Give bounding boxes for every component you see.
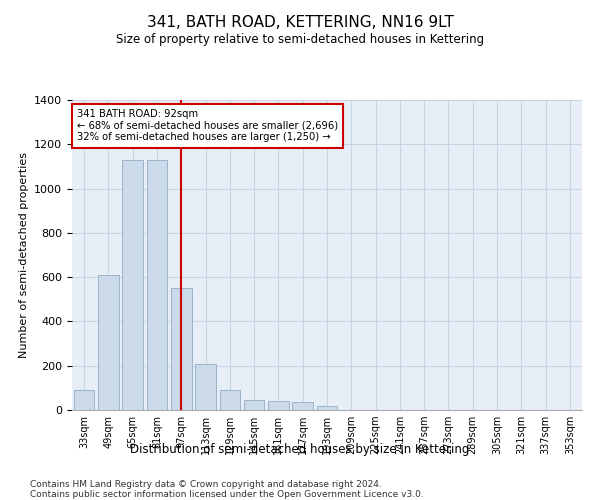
Y-axis label: Number of semi-detached properties: Number of semi-detached properties bbox=[19, 152, 29, 358]
Bar bbox=[74, 390, 94, 410]
Bar bbox=[146, 160, 167, 410]
Bar bbox=[220, 390, 240, 410]
Text: Size of property relative to semi-detached houses in Kettering: Size of property relative to semi-detach… bbox=[116, 32, 484, 46]
Bar bbox=[268, 401, 289, 410]
Bar bbox=[122, 160, 143, 410]
Bar bbox=[171, 288, 191, 410]
Bar bbox=[317, 406, 337, 410]
Text: Distribution of semi-detached houses by size in Kettering: Distribution of semi-detached houses by … bbox=[130, 442, 470, 456]
Text: Contains HM Land Registry data © Crown copyright and database right 2024.
Contai: Contains HM Land Registry data © Crown c… bbox=[30, 480, 424, 500]
Bar bbox=[98, 275, 119, 410]
Text: 341 BATH ROAD: 92sqm
← 68% of semi-detached houses are smaller (2,696)
32% of se: 341 BATH ROAD: 92sqm ← 68% of semi-detac… bbox=[77, 110, 338, 142]
Bar bbox=[195, 364, 216, 410]
Text: 341, BATH ROAD, KETTERING, NN16 9LT: 341, BATH ROAD, KETTERING, NN16 9LT bbox=[146, 15, 454, 30]
Bar bbox=[244, 400, 265, 410]
Bar bbox=[292, 402, 313, 410]
